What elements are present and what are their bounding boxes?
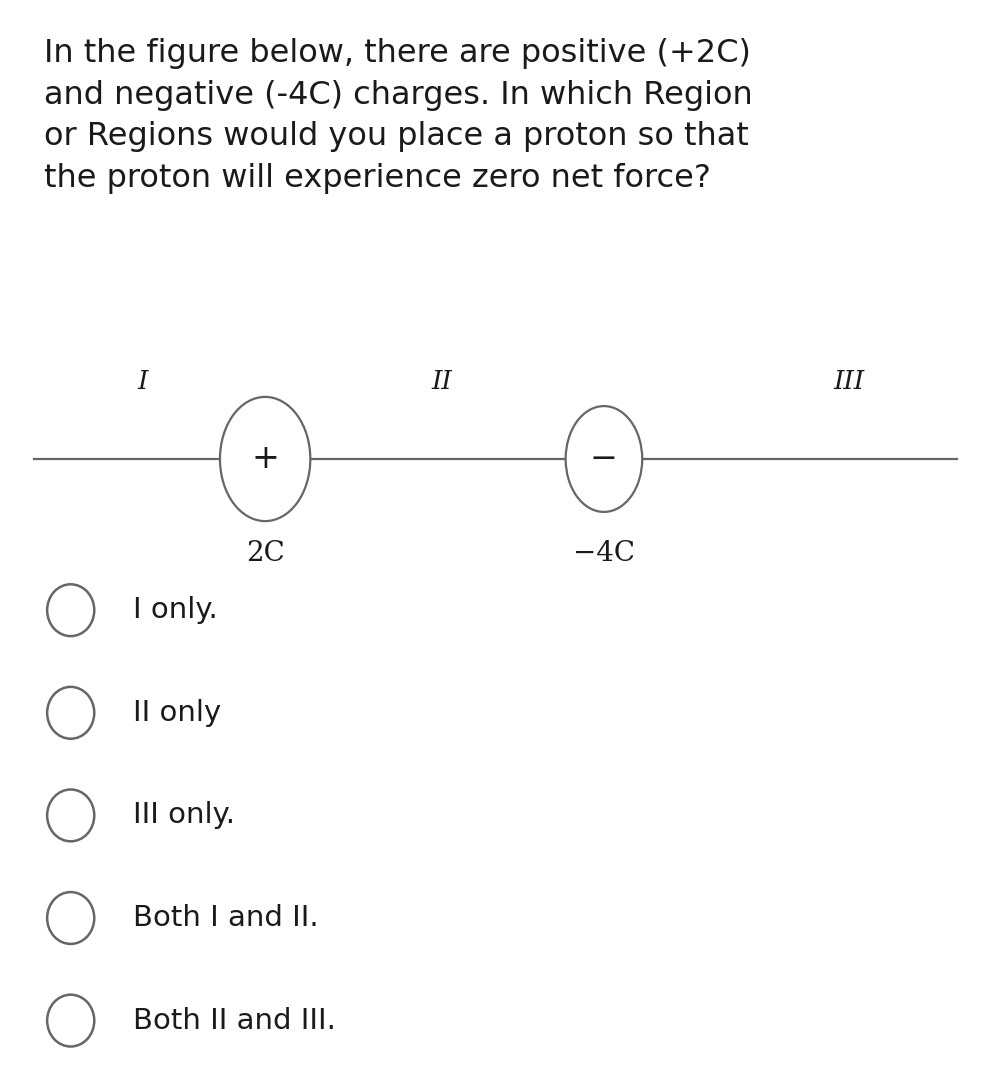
Ellipse shape: [220, 396, 310, 522]
Text: III: III: [834, 369, 865, 394]
Text: −4C: −4C: [573, 540, 635, 567]
Text: 2C: 2C: [246, 540, 285, 567]
Text: I only.: I only.: [133, 596, 217, 624]
Text: III only.: III only.: [133, 801, 235, 829]
Text: I: I: [137, 369, 147, 394]
Text: +: +: [251, 443, 279, 475]
Text: −: −: [590, 443, 618, 475]
Text: Both II and III.: Both II and III.: [133, 1007, 336, 1035]
Text: II: II: [431, 369, 453, 394]
Ellipse shape: [566, 406, 642, 512]
Text: II only: II only: [133, 699, 221, 727]
Text: In the figure below, there are positive (+2C)
and negative (-4C) charges. In whi: In the figure below, there are positive …: [44, 38, 753, 194]
Text: Both I and II.: Both I and II.: [133, 904, 318, 932]
